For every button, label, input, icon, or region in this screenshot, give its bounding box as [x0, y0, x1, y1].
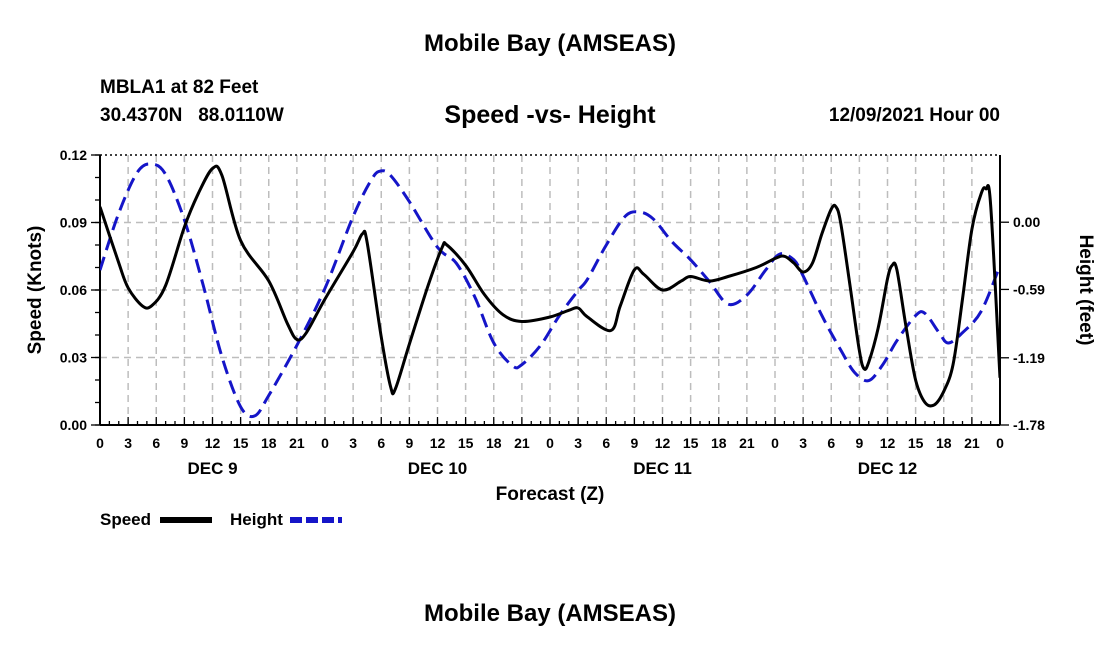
station-coordinates: 30.4370N 88.0110W	[100, 105, 284, 126]
x-tick-label: 12	[430, 435, 446, 451]
x-tick-label: 6	[827, 435, 835, 451]
x-tick-label: 3	[799, 435, 807, 451]
legend-label-speed: Speed	[100, 510, 151, 529]
x-tick-label: 21	[289, 435, 305, 451]
right-tick-label: -0.59	[1013, 281, 1045, 297]
left-tick-label: 0.12	[60, 147, 87, 163]
day-label: DEC 9	[187, 459, 237, 478]
right-axis-ticks	[1000, 221, 1009, 426]
day-label: DEC 11	[633, 459, 692, 478]
x-tick-label: 9	[405, 435, 413, 451]
left-tick-label: 0.09	[60, 215, 87, 231]
x-tick-label: 21	[739, 435, 755, 451]
x-tick-label: 0	[996, 435, 1004, 451]
x-tick-label: 12	[205, 435, 221, 451]
x-tick-label: 12	[880, 435, 896, 451]
x-tick-label: 21	[514, 435, 530, 451]
left-tick-label: 0.00	[60, 417, 87, 433]
left-axis-title: Speed (Knots)	[25, 226, 46, 355]
x-tick-label: 9	[630, 435, 638, 451]
x-tick-label: 6	[602, 435, 610, 451]
x-tick-label: 15	[233, 435, 249, 451]
x-tick-label: 12	[655, 435, 671, 451]
legend-label-height: Height	[230, 510, 283, 529]
x-tick-label: 18	[486, 435, 502, 451]
right-tick-label: -1.78	[1013, 417, 1045, 433]
right-tick-label: 0.00	[1013, 214, 1040, 230]
left-tick-label: 0.03	[60, 350, 87, 366]
x-tick-label: 0	[771, 435, 779, 451]
station-name: MBLA1 at 82 Feet	[100, 77, 259, 98]
x-tick-label: 3	[124, 435, 132, 451]
x-tick-label: 15	[458, 435, 474, 451]
x-axis-title: Forecast (Z)	[496, 484, 605, 505]
series-line-height	[100, 162, 1000, 419]
x-tick-label: 18	[936, 435, 952, 451]
x-axis-ticks	[99, 417, 1001, 425]
x-tick-label: 6	[152, 435, 160, 451]
x-tick-label: 0	[321, 435, 329, 451]
x-tick-label: 9	[855, 435, 863, 451]
chart-main-title: Mobile Bay (AMSEAS)	[423, 30, 677, 57]
x-tick-label: 18	[261, 435, 277, 451]
x-tick-label: 9	[180, 435, 188, 451]
x-tick-label: 3	[349, 435, 357, 451]
x-tick-label: 15	[683, 435, 699, 451]
next-chart-title: Mobile Bay (AMSEAS)	[423, 600, 677, 627]
series-line-speed	[100, 164, 1000, 408]
x-tick-label: 18	[711, 435, 727, 451]
forecast-run-time: 12/09/2021 Hour 00	[828, 105, 1000, 126]
day-label: DEC 10	[408, 459, 468, 478]
day-label: DEC 12	[858, 459, 918, 478]
grid-lines	[100, 155, 1000, 425]
chart-subtitle: Speed -vs- Height	[444, 101, 656, 129]
left-tick-label: 0.06	[60, 282, 87, 298]
x-tick-label: 0	[96, 435, 104, 451]
right-tick-label: -1.19	[1013, 350, 1045, 366]
x-tick-label: 3	[574, 435, 582, 451]
right-axis-title: Height (feet)	[1075, 235, 1096, 346]
x-tick-label: 0	[546, 435, 554, 451]
x-tick-label: 15	[908, 435, 924, 451]
left-axis-ticks	[91, 154, 100, 426]
x-tick-label: 6	[377, 435, 385, 451]
x-tick-label: 21	[964, 435, 980, 451]
